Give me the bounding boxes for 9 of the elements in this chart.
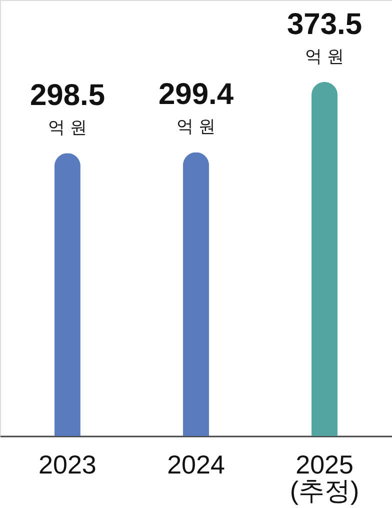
annotation: 억 원 (48, 118, 87, 138)
x-tick-label: 2025 (추정) (290, 450, 360, 506)
x-tick-label: 2023 (38, 450, 96, 480)
data-label: 373.5 (286, 8, 362, 41)
data-label: 298.5 (30, 79, 106, 112)
data-label: 299.4 (158, 78, 234, 112)
annotation: 억 원 (176, 117, 216, 136)
annotation: 억 원 (305, 46, 344, 66)
x-tick-label: 2024 (167, 450, 225, 480)
